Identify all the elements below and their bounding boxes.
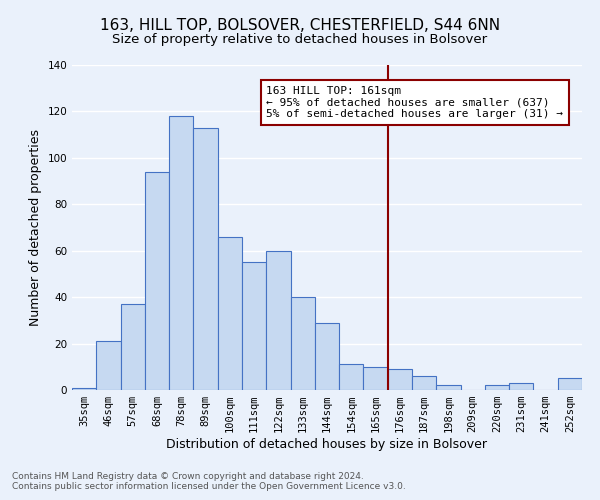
Bar (558, 378, 582, 390)
Bar (290, 297, 315, 390)
Bar (169, 116, 193, 390)
Bar (218, 237, 242, 390)
Bar (509, 383, 533, 390)
Bar (485, 386, 509, 390)
Bar (388, 369, 412, 390)
Bar (72, 388, 96, 390)
Text: Contains HM Land Registry data © Crown copyright and database right 2024.: Contains HM Land Registry data © Crown c… (12, 472, 364, 481)
X-axis label: Distribution of detached houses by size in Bolsover: Distribution of detached houses by size … (167, 438, 487, 451)
Bar (121, 304, 145, 390)
Bar (266, 250, 290, 390)
Text: 163, HILL TOP, BOLSOVER, CHESTERFIELD, S44 6NN: 163, HILL TOP, BOLSOVER, CHESTERFIELD, S… (100, 18, 500, 32)
Bar (242, 262, 266, 390)
Bar (339, 364, 364, 390)
Y-axis label: Number of detached properties: Number of detached properties (29, 129, 42, 326)
Bar (96, 342, 121, 390)
Bar (412, 376, 436, 390)
Bar (436, 386, 461, 390)
Bar (145, 172, 169, 390)
Text: Size of property relative to detached houses in Bolsover: Size of property relative to detached ho… (112, 32, 488, 46)
Text: Contains public sector information licensed under the Open Government Licence v3: Contains public sector information licen… (12, 482, 406, 491)
Bar (364, 367, 388, 390)
Bar (193, 128, 218, 390)
Text: 163 HILL TOP: 161sqm
← 95% of detached houses are smaller (637)
5% of semi-detac: 163 HILL TOP: 161sqm ← 95% of detached h… (266, 86, 563, 119)
Bar (315, 322, 339, 390)
